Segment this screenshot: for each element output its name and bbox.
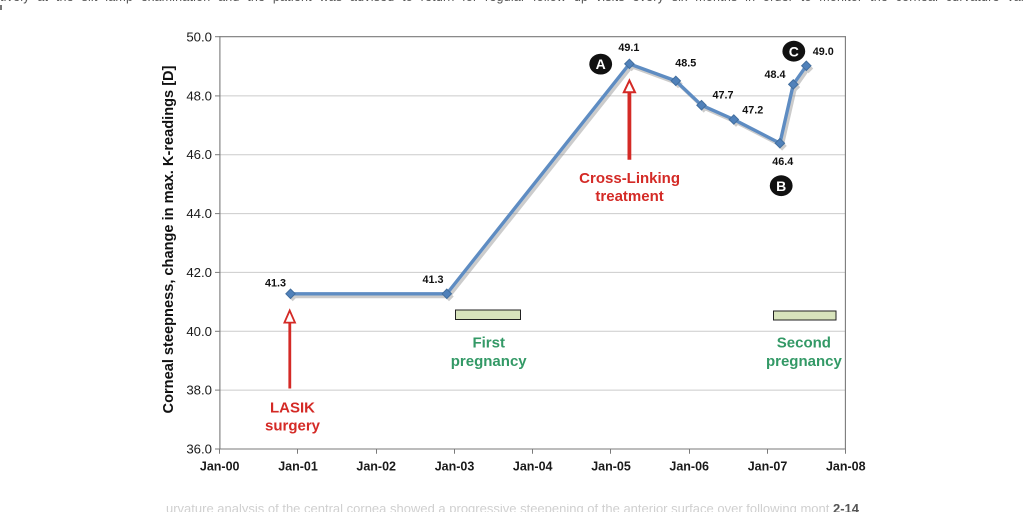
svg-text:LASIK: LASIK [270,400,315,417]
svg-text:40.0: 40.0 [186,324,212,339]
svg-text:49.1: 49.1 [618,42,639,54]
svg-text:First: First [472,335,505,352]
svg-text:Jan-02: Jan-02 [356,460,396,474]
svg-text:47.7: 47.7 [712,89,733,101]
svg-text:surgery: surgery [265,418,321,435]
svg-text:46.4: 46.4 [772,156,793,168]
svg-text:pregnancy: pregnancy [766,353,843,370]
svg-text:46.0: 46.0 [186,147,212,162]
svg-text:Jan-04: Jan-04 [513,460,553,474]
svg-text:50.0: 50.0 [186,30,212,45]
svg-text:41.3: 41.3 [422,274,443,286]
svg-text:C: C [789,43,799,59]
svg-text:Jan-07: Jan-07 [748,460,788,474]
svg-text:Jan-08: Jan-08 [826,460,866,474]
svg-text:38.0: 38.0 [186,383,212,398]
svg-text:Jan-00: Jan-00 [200,460,240,474]
svg-text:Cross-Linking: Cross-Linking [579,170,680,187]
svg-text:Second: Second [777,335,831,352]
svg-text:48.5: 48.5 [675,58,696,70]
svg-text:48.4: 48.4 [764,69,785,81]
svg-text:Jan-03: Jan-03 [435,460,475,474]
svg-text:pregnancy: pregnancy [451,353,528,370]
svg-text:42.0: 42.0 [186,265,212,280]
svg-text:49.0: 49.0 [813,46,834,58]
svg-text:Corneal steepness, change in m: Corneal steepness, change in max. K-read… [161,65,177,413]
svg-text:47.2: 47.2 [742,105,763,117]
svg-text:48.0: 48.0 [186,88,212,103]
svg-text:Jan-05: Jan-05 [591,460,631,474]
svg-text:36.0: 36.0 [186,442,212,457]
svg-text:treatment: treatment [595,188,663,205]
svg-text:Jan-01: Jan-01 [278,460,318,474]
svg-text:44.0: 44.0 [186,206,212,221]
svg-text:B: B [776,178,786,194]
svg-text:A: A [596,56,606,72]
svg-text:Jan-06: Jan-06 [669,460,709,474]
svg-text:41.3: 41.3 [265,277,286,289]
